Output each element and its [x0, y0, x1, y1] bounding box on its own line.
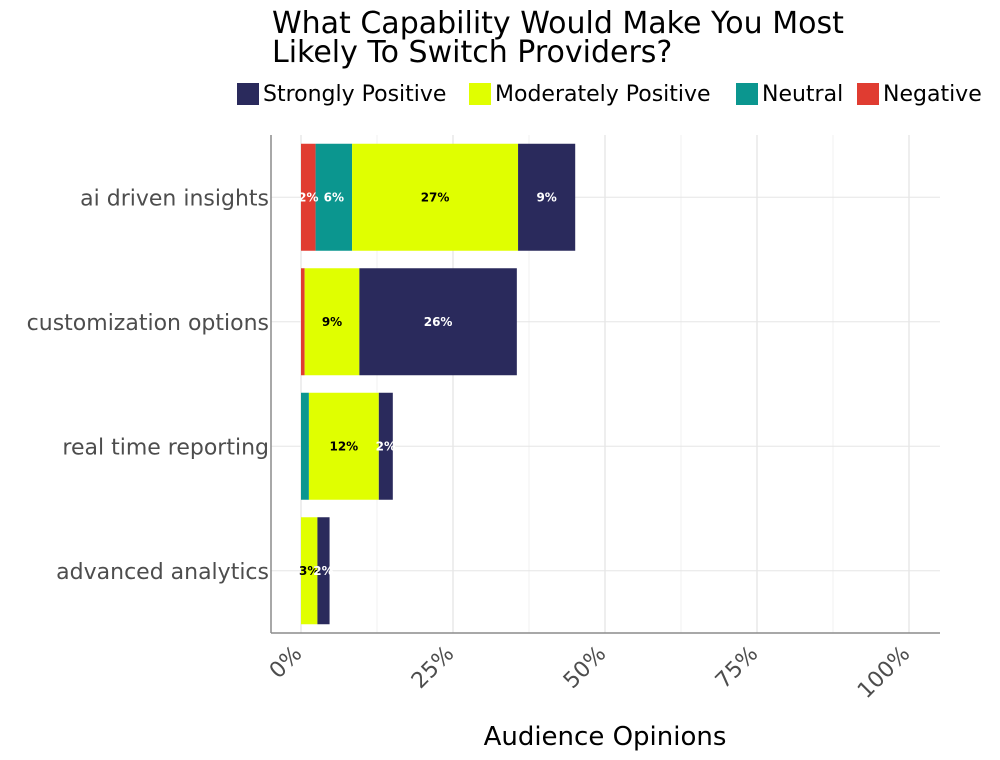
chart-title-line: Likely To Switch Providers?: [272, 35, 672, 70]
bar-label-neutral-ai-driven-insights: 6%: [324, 190, 344, 204]
x-axis-title: Audience Opinions: [484, 722, 727, 752]
category-label-advanced-analytics: advanced analytics: [56, 560, 269, 585]
x-tick-label: 25%: [407, 642, 459, 694]
bar-strongly-positive-ai-driven-insights: [518, 143, 576, 251]
legend-swatch-negative: [857, 83, 879, 105]
x-tick-label: 0%: [265, 642, 307, 684]
bar-strongly-positive-advanced-analytics: [317, 517, 330, 625]
bar-negative-customization-options: [301, 268, 305, 376]
x-tick-label: 100%: [853, 642, 915, 704]
x-tick-label: 75%: [711, 642, 763, 694]
bar-label-negative-ai-driven-insights: 2%: [298, 190, 318, 204]
bar-moderately-positive-advanced-analytics: [301, 517, 318, 625]
bar-label-strongly-positive-advanced-analytics: 2%: [313, 564, 333, 578]
category-label-ai-driven-insights: ai driven insights: [80, 186, 269, 211]
legend-label-strongly-positive: Strongly Positive: [263, 82, 446, 107]
bar-label-strongly-positive-ai-driven-insights: 9%: [536, 190, 556, 204]
bar-label-moderately-positive-customization-options: 9%: [322, 315, 342, 329]
x-tick-label: 50%: [559, 642, 611, 694]
category-label-real-time-reporting: real time reporting: [62, 435, 269, 460]
chart-title: What Capability Would Make You MostLikel…: [272, 6, 844, 70]
bar-moderately-positive-customization-options: [304, 268, 360, 376]
bar-moderately-positive-real-time-reporting: [308, 392, 379, 500]
legend: Strongly Positive Moderately Positive Neut…: [237, 82, 982, 107]
legend-label-negative: Negative: [883, 82, 982, 107]
bars-layer: [301, 143, 576, 625]
bar-strongly-positive-customization-options: [359, 268, 517, 376]
bar-neutral-ai-driven-insights: [315, 143, 353, 251]
bar-label-moderately-positive-real-time-reporting: 12%: [329, 439, 358, 453]
legend-swatch-strongly-positive: [237, 83, 259, 105]
bar-label-moderately-positive-advanced-analytics: 3%: [299, 564, 319, 578]
chart-title-line: What Capability Would Make You Most: [272, 6, 844, 41]
bar-label-strongly-positive-real-time-reporting: 2%: [376, 439, 396, 453]
bar-labels-layer: 2% 6% 27% 9%9% 26%12% 2%3%2%: [298, 190, 557, 578]
bar-label-strongly-positive-customization-options: 26%: [424, 315, 453, 329]
bar-strongly-positive-real-time-reporting: [378, 392, 393, 500]
bar-moderately-positive-ai-driven-insights: [352, 143, 519, 251]
legend-swatch-neutral: [736, 83, 758, 105]
legend-swatch-moderately-positive: [469, 83, 491, 105]
bar-neutral-real-time-reporting: [301, 392, 309, 500]
category-label-customization-options: customization options: [27, 311, 269, 336]
legend-label-moderately-positive: Moderately Positive: [495, 82, 711, 107]
bar-negative-ai-driven-insights: [301, 143, 316, 251]
bar-label-moderately-positive-ai-driven-insights: 27%: [421, 190, 450, 204]
legend-label-neutral: Neutral: [762, 82, 843, 107]
